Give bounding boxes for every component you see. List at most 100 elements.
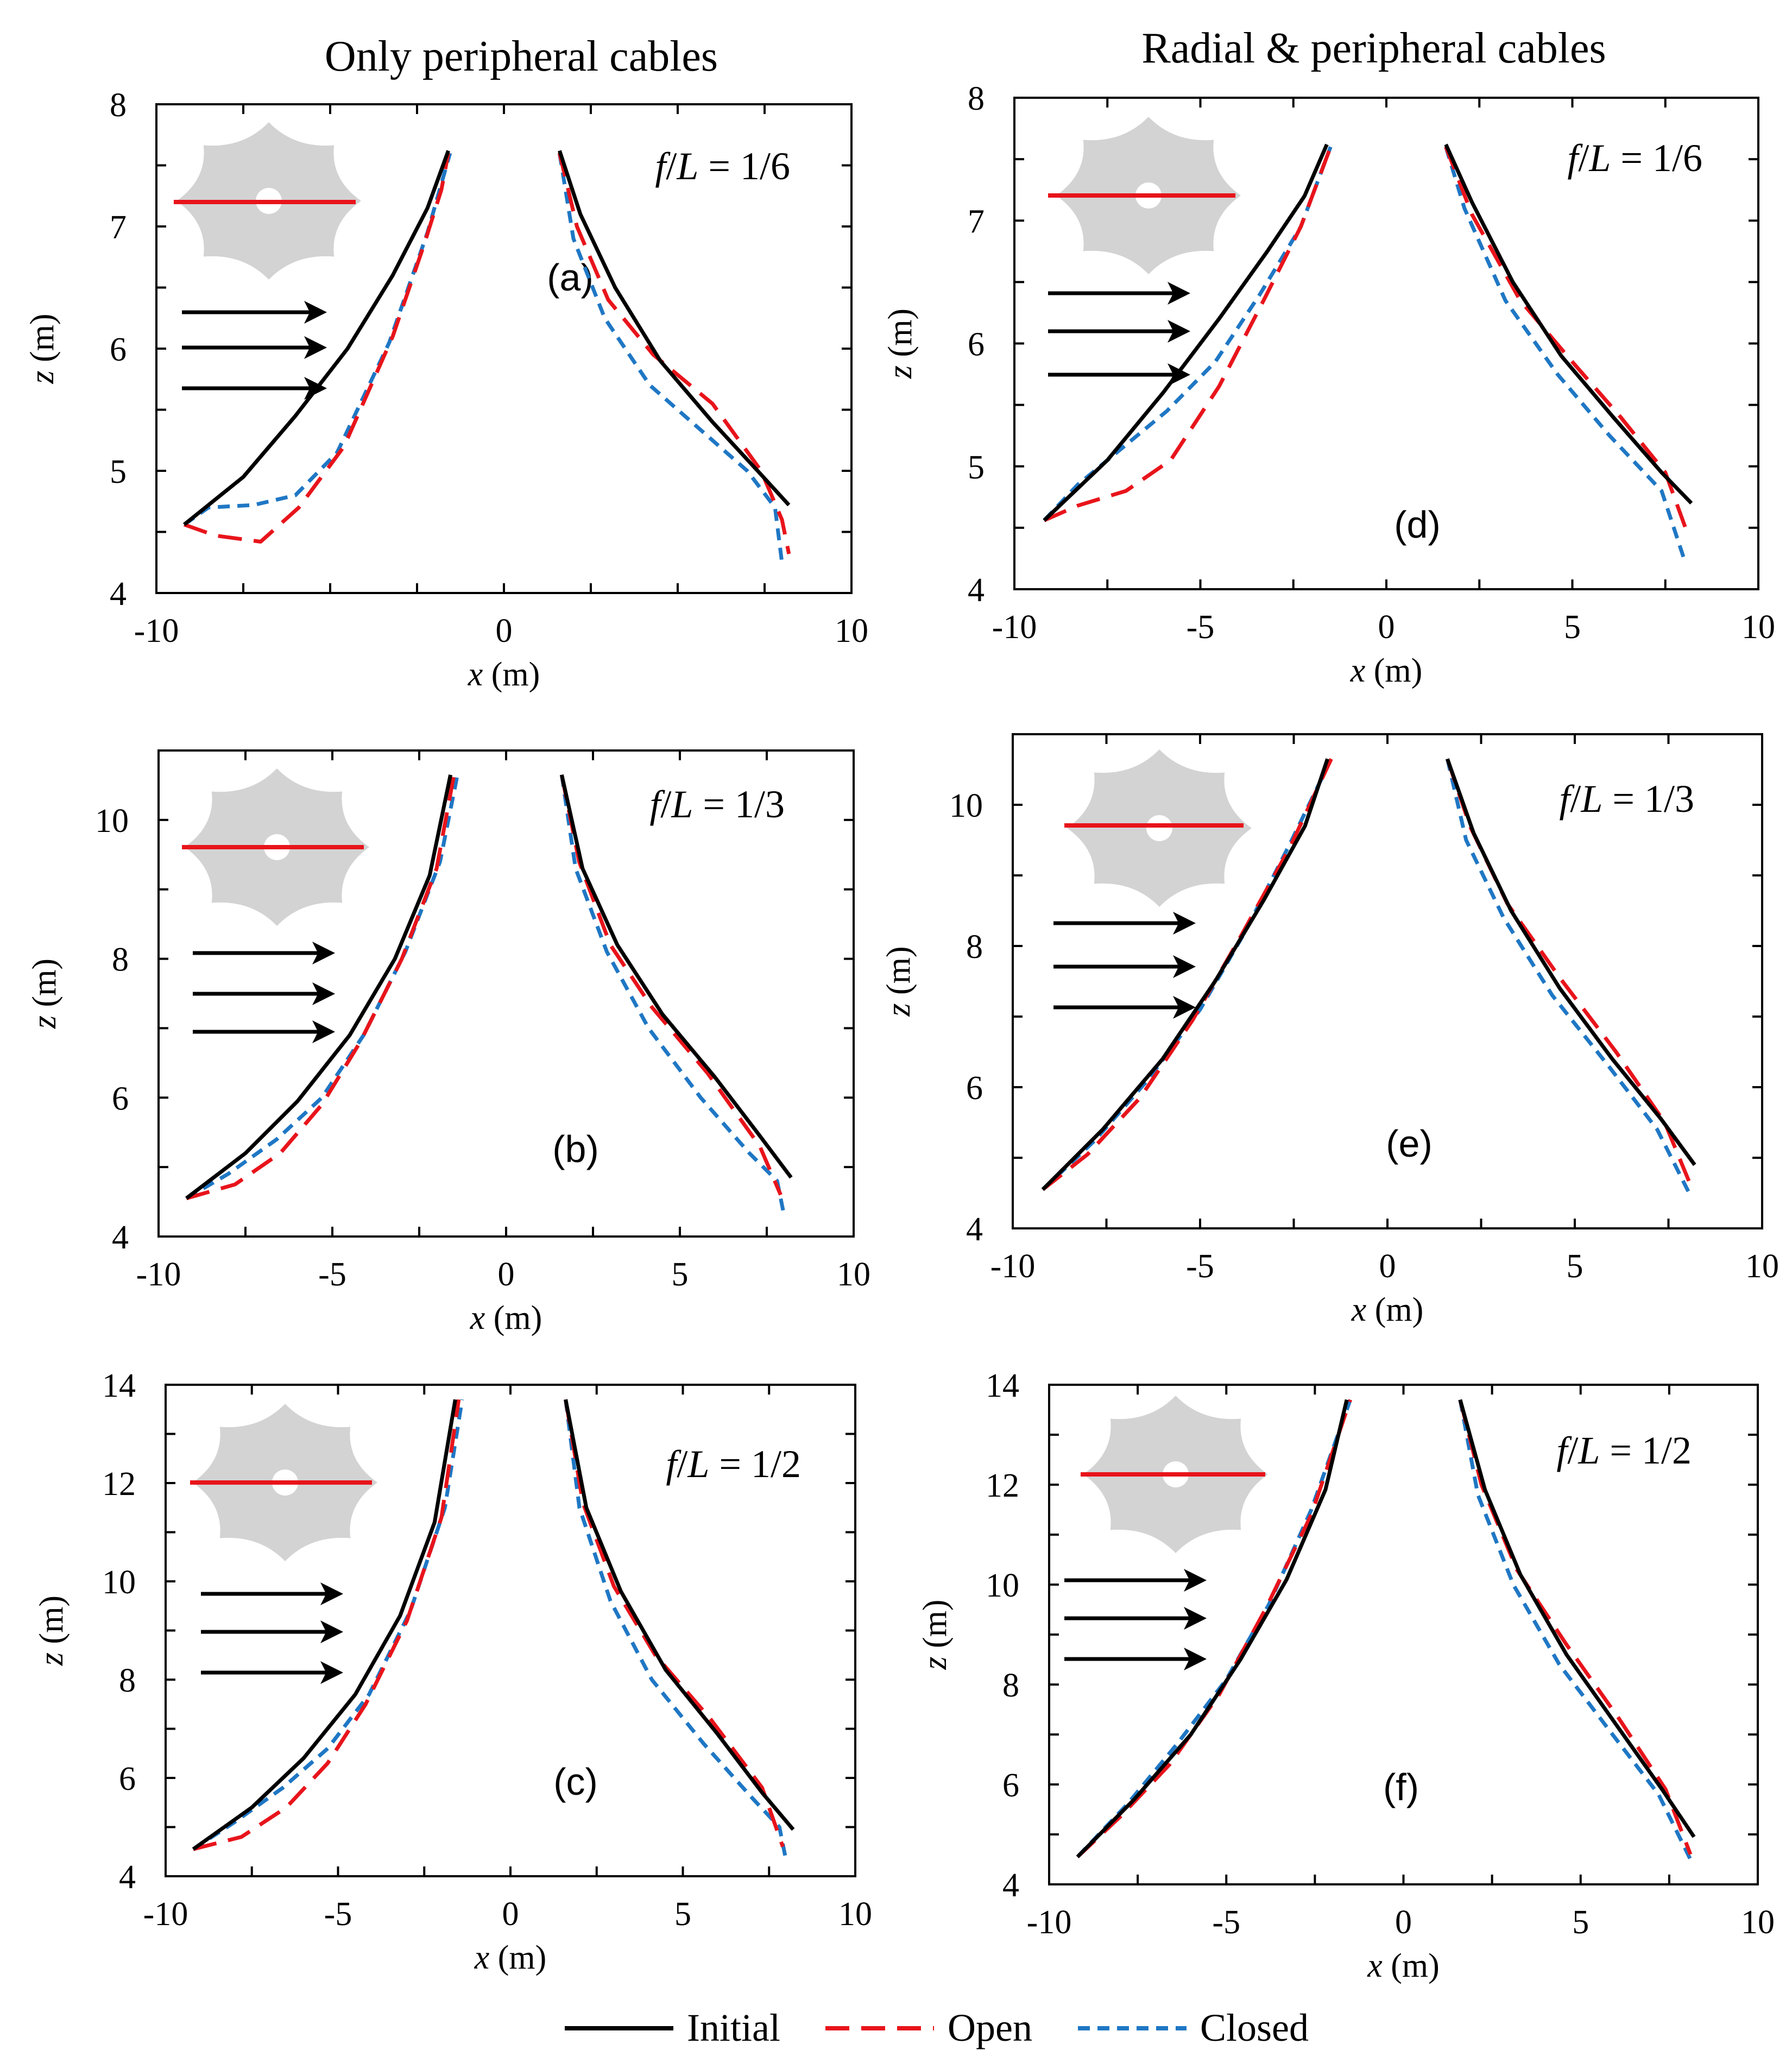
x-tick-label: 10 — [837, 1256, 870, 1293]
y-tick-label: 14 — [986, 1367, 1019, 1404]
y-axis-label: z (m) — [33, 1595, 70, 1666]
x-tick-label: 10 — [1741, 609, 1775, 646]
x-tick-label: 0 — [502, 1896, 519, 1933]
x-tick-label: 0 — [1378, 609, 1395, 646]
y-tick-label: 6 — [112, 1080, 129, 1117]
y-tick-label: 7 — [110, 209, 127, 246]
current-direction-arrows-icon — [182, 301, 327, 400]
net-cage-section-icon — [1048, 117, 1241, 274]
series-line-closed-left — [1076, 1399, 1352, 1858]
y-tick-label: 12 — [102, 1466, 136, 1503]
x-tick-label: 5 — [1564, 609, 1581, 646]
panel-letter: (d) — [1394, 503, 1441, 546]
y-tick-label: 4 — [968, 572, 985, 609]
x-axis-label: x (m) — [470, 1300, 542, 1336]
y-tick-label: 8 — [966, 929, 983, 966]
series-line-closed-right — [557, 153, 784, 563]
series-line-open-left — [184, 153, 451, 544]
series-line-closed-left — [192, 1399, 464, 1851]
chart-panel-b: -10 -5 0 5 10 4 6 8 10 x (m) z (m) f/L = 1/3 (b) — [26, 749, 870, 1336]
y-tick-label: 8 — [110, 87, 127, 124]
ratio-label: f/L = 1/2 — [1556, 1429, 1692, 1472]
series-line-initial-right — [1458, 1399, 1696, 1838]
x-tick-label: -10 — [992, 609, 1037, 646]
y-tick-label: 5 — [110, 453, 127, 490]
x-tick-label: -5 — [1212, 1904, 1240, 1941]
panel-letter: (f) — [1383, 1766, 1419, 1808]
chart-panel-d: -10 -5 0 5 10 4 5 6 7 8 x (m) z (m) f/L = 1/6 (d) — [882, 80, 1775, 689]
series-line-initial-right — [564, 1399, 795, 1831]
ratio-label: f/L = 1/2 — [666, 1442, 801, 1486]
y-tick-label: 6 — [966, 1070, 983, 1107]
y-axis-label: z (m) — [882, 308, 919, 379]
x-tick-label: -5 — [318, 1256, 346, 1293]
ratio-label: f/L = 1/6 — [655, 144, 790, 188]
current-direction-arrows-icon — [1048, 282, 1190, 386]
y-tick-label: 10 — [95, 803, 129, 840]
y-tick-label: 10 — [949, 787, 983, 824]
series-line-closed-right — [1444, 146, 1686, 559]
net-cage-section-icon — [182, 768, 369, 926]
legend-label-closed: Closed — [1200, 2006, 1309, 2049]
y-tick-label: 4 — [966, 1211, 983, 1248]
right-column-title: Radial & peripheral cables — [1141, 24, 1606, 72]
y-tick-label: 4 — [119, 1859, 136, 1896]
y-axis-label: z (m) — [880, 946, 917, 1017]
x-tick-label: -5 — [324, 1896, 352, 1933]
series-line-initial-right — [1444, 143, 1693, 505]
net-cage-section-icon — [1081, 1396, 1268, 1553]
x-tick-label: 5 — [1572, 1904, 1589, 1941]
panel-letter: (c) — [553, 1761, 598, 1803]
series-line-closed-right — [1445, 758, 1693, 1198]
series-line-closed-right — [564, 1399, 788, 1862]
x-tick-label: 10 — [835, 613, 868, 649]
y-tick-label: 8 — [112, 942, 129, 979]
y-tick-label: 8 — [119, 1662, 136, 1699]
series-line-initial-left — [185, 774, 453, 1200]
x-tick-label: 0 — [498, 1256, 515, 1293]
series-line-initial-right — [558, 150, 791, 507]
panels: -10 0 10 4 5 6 7 8 x (m) z (m) f/L = 1/6 (a) -10 -5 0 5… — [24, 80, 1779, 1984]
series-line-open-left — [1042, 758, 1333, 1191]
ratio-label: f/L = 1/6 — [1567, 136, 1702, 180]
x-tick-label: -5 — [1186, 1248, 1214, 1285]
chart-panel-a: -10 0 10 4 5 6 7 8 x (m) z (m) f/L = 1/6 (a) — [24, 87, 868, 693]
series-line-initial-left — [1041, 758, 1329, 1191]
x-tick-label: 10 — [838, 1896, 872, 1933]
x-tick-label: -10 — [143, 1896, 188, 1933]
x-axis-label: x (m) — [474, 1939, 547, 1976]
y-tick-label: 10 — [986, 1567, 1019, 1604]
panel-letter: (b) — [552, 1128, 599, 1170]
y-tick-label: 14 — [102, 1367, 136, 1404]
x-tick-label: 10 — [1745, 1248, 1779, 1285]
y-tick-label: 10 — [102, 1564, 136, 1601]
y-tick-label: 5 — [968, 449, 985, 486]
current-direction-arrows-icon — [201, 1582, 343, 1684]
net-cage-section-icon — [190, 1404, 377, 1561]
panel-letter: (a) — [547, 256, 594, 299]
ratio-label: f/L = 1/3 — [1559, 777, 1694, 821]
legend: Initial Open Closed — [565, 2006, 1309, 2049]
y-axis-label: z (m) — [26, 958, 63, 1029]
y-tick-label: 4 — [110, 576, 127, 613]
series-line-closed-left — [1041, 758, 1333, 1191]
series-line-open-left — [1043, 146, 1333, 522]
chart-panel-e: -10 -5 0 5 10 4 6 8 10 x (m) z (m) f/L = 1/3 (e) — [880, 733, 1779, 1328]
y-tick-label: 7 — [968, 203, 985, 240]
ratio-label: f/L = 1/3 — [649, 783, 785, 826]
panel-letter: (e) — [1386, 1122, 1433, 1165]
net-cage-section-icon — [1064, 749, 1252, 907]
legend-label-initial: Initial — [687, 2006, 780, 2049]
y-axis-label: z (m) — [917, 1599, 954, 1670]
x-axis-label: x (m) — [468, 656, 540, 693]
x-tick-label: 0 — [496, 613, 513, 649]
series-line-open-right — [557, 153, 791, 554]
series-line-initial-left — [192, 1399, 457, 1851]
chart-panel-f: -10 -5 0 5 10 4 6 8 10 12 14 x (m) z (m) f/L = 1/2 (f) — [917, 1367, 1775, 1984]
x-tick-label: -10 — [134, 613, 179, 649]
x-tick-label: -10 — [136, 1256, 181, 1293]
x-axis-label: x (m) — [1350, 652, 1423, 689]
y-tick-label: 6 — [119, 1761, 136, 1797]
y-tick-label: 6 — [110, 331, 127, 368]
